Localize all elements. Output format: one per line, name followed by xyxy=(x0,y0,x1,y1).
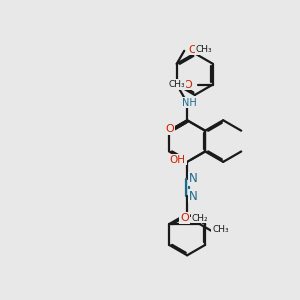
Text: OH: OH xyxy=(170,154,186,165)
Text: CH₃: CH₃ xyxy=(212,225,229,234)
Text: O: O xyxy=(189,45,197,55)
Text: CH₃: CH₃ xyxy=(169,80,185,89)
Text: CH₃: CH₃ xyxy=(196,45,212,54)
Text: O: O xyxy=(183,80,192,90)
Text: N: N xyxy=(189,190,198,202)
Text: N: N xyxy=(189,172,198,185)
Text: NH: NH xyxy=(182,98,197,108)
Text: O: O xyxy=(180,213,189,223)
Text: CH₂: CH₂ xyxy=(191,214,208,223)
Text: O: O xyxy=(165,124,174,134)
